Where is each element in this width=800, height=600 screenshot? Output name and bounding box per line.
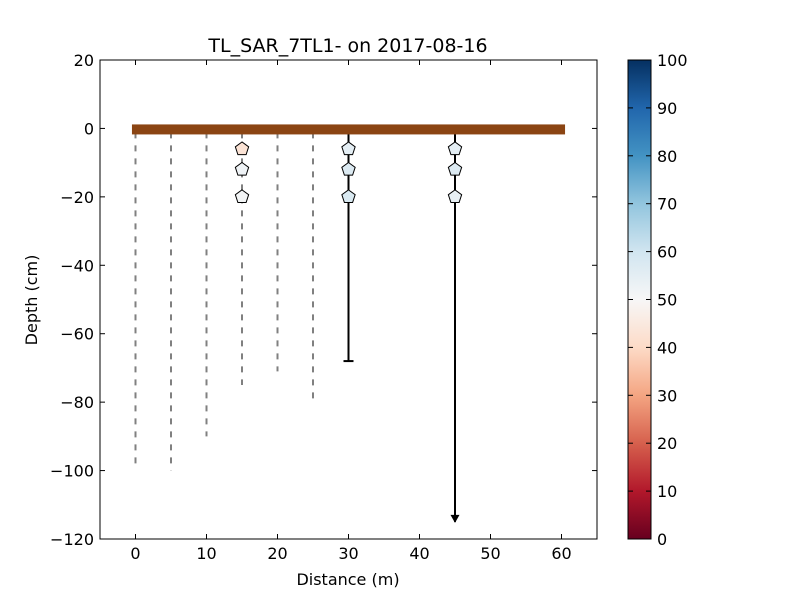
colorbar-tick-label: 100 [657, 51, 688, 70]
plot-area: 0 10 20 30 40 50 60 20 0 −20 −40 −60 −80 −100 −120 [50, 51, 598, 563]
colorbar-tick-label: 50 [657, 291, 677, 310]
data-point-marker [447, 161, 463, 176]
colorbar-tick-label: 90 [657, 99, 677, 118]
chart-title: TL_SAR_7TL1- on 2017-08-16 [207, 35, 487, 57]
x-tick-label: 20 [267, 544, 287, 563]
data-point-marker [234, 161, 250, 176]
y-tick-label: −120 [50, 530, 94, 549]
x-tick-label: 50 [480, 544, 500, 563]
data-point-marker [447, 141, 463, 156]
x-axis-label: Distance (m) [296, 570, 399, 589]
probe-end-arrow [450, 514, 460, 523]
colorbar-tick-label: 10 [657, 482, 677, 501]
y-tick-label: −80 [60, 393, 94, 412]
colorbar-tick-label: 30 [657, 386, 677, 405]
ground-surface-bar [131, 124, 566, 135]
x-tick-label: 0 [130, 544, 140, 563]
y-tick-label: −60 [60, 325, 94, 344]
y-axis-label: Depth (cm) [22, 255, 41, 346]
colorbar-tick-label: 0 [657, 530, 667, 549]
colorbar-tick-label: 70 [657, 195, 677, 214]
x-tick-label: 40 [409, 544, 429, 563]
x-tick-label: 10 [196, 544, 216, 563]
y-tick-label: 20 [74, 51, 94, 70]
colorbar-tick-label: 80 [657, 147, 677, 166]
y-tick-label: −20 [60, 188, 94, 207]
data-point-marker [447, 189, 463, 204]
x-tick-label: 60 [551, 544, 571, 563]
data-point-marker [234, 141, 250, 156]
colorbar-tick-label: 20 [657, 434, 677, 453]
colorbar-tick-label: 40 [657, 338, 677, 357]
data-point-marker [341, 189, 356, 204]
x-tick-label: 30 [338, 544, 358, 563]
colorbar-tick-label: 60 [657, 243, 677, 262]
y-tick-label: −100 [50, 462, 94, 481]
data-point-marker [341, 161, 356, 176]
data-point-marker [234, 189, 250, 204]
data-point-marker [341, 141, 356, 156]
y-tick-label: 0 [84, 119, 94, 138]
colorbar: 0 10 20 30 40 50 60 70 80 90 100 [627, 51, 688, 549]
y-tick-label: −40 [60, 256, 94, 275]
